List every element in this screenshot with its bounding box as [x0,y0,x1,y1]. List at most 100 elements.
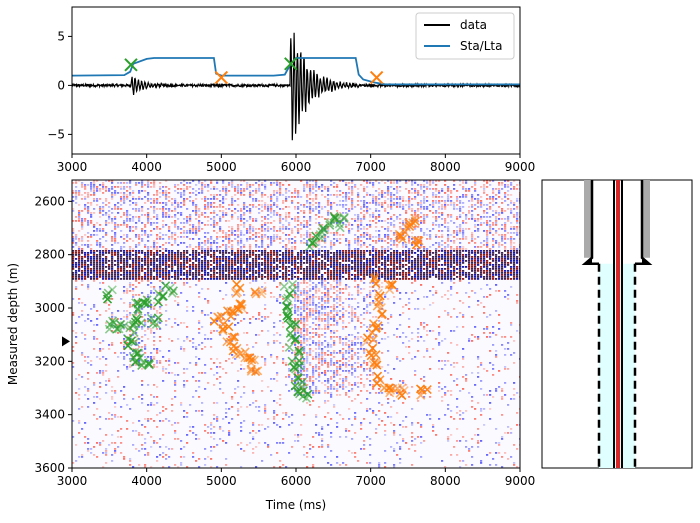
heatmap-cell [333,264,335,266]
heatmap-cell [222,216,224,218]
heatmap-cell [471,240,473,242]
heatmap-cell [291,192,293,194]
heatmap-cell [402,242,404,244]
heatmap-cell [486,260,488,262]
heatmap-cell [84,234,86,236]
heatmap-cell [285,238,287,240]
heatmap-cell [132,192,134,194]
heatmap-cell [183,198,185,200]
heatmap-cell [348,196,350,198]
heatmap-cell [168,228,170,230]
heatmap-cell [459,272,461,274]
heatmap-cell [87,210,89,212]
heatmap-cell [93,272,95,274]
heatmap-cell [237,204,239,206]
heatmap-cell [111,272,113,274]
heatmap-cell [168,256,170,258]
heatmap-cell [135,286,137,288]
heatmap-cell [267,214,269,216]
heatmap-cell [318,276,320,278]
heatmap-cell [273,238,275,240]
heatmap-cell [381,252,383,254]
heatmap-cell [282,262,284,264]
heatmap-cell [252,268,254,270]
heatmap-cell [360,288,362,290]
heatmap-cell [435,290,437,292]
heatmap-cell [219,190,221,192]
heatmap-cell [288,238,290,240]
heatmap-cell [219,268,221,270]
heatmap-cell [384,296,386,298]
heatmap-cell [360,200,362,202]
heatmap-cell [495,266,497,268]
heatmap-cell [99,282,101,284]
heatmap-cell [276,238,278,240]
heatmap-cell [87,254,89,256]
heatmap-cell [261,270,263,272]
heatmap-cell [273,252,275,254]
heatmap-cell [153,198,155,200]
heatmap-cell [108,190,110,192]
heatmap-cell [129,284,131,286]
heatmap-cell [288,196,290,198]
heatmap-cell [201,186,203,188]
heatmap-cell [516,300,518,302]
heatmap-cell [465,248,467,250]
heatmap-cell [297,290,299,292]
heatmap-cell [210,274,212,276]
heatmap-cell [123,278,125,280]
heatmap-cell [330,278,332,280]
heatmap-cell [276,192,278,194]
heatmap-cell [276,272,278,274]
heatmap-cell [285,218,287,220]
heatmap-cell [450,258,452,260]
heatmap-cell [357,214,359,216]
heatmap-cell [456,238,458,240]
heatmap-cell [285,274,287,276]
heatmap-cell [492,266,494,268]
heatmap-cell [336,270,338,272]
heatmap-cell [210,194,212,196]
heatmap-cell [147,214,149,216]
heatmap-cell [309,202,311,204]
heatmap-cell [222,206,224,208]
heatmap-cell [411,282,413,284]
heatmap-cell [447,298,449,300]
heatmap-cell [282,208,284,210]
heatmap-cell [240,184,242,186]
heatmap-cell [264,264,266,266]
heatmap-cell [225,278,227,280]
heatmap-cell [267,210,269,212]
heatmap-cell [108,278,110,280]
heatmap-cell [189,266,191,268]
heatmap-cell [294,306,296,308]
heatmap-cell [336,250,338,252]
heatmap-cell [480,276,482,278]
heatmap-cell [297,224,299,226]
heatmap-cell [216,272,218,274]
heatmap-cell [438,202,440,204]
heatmap-cell [372,290,374,292]
heatmap-cell [84,218,86,220]
heatmap-cell [108,188,110,190]
heatmap-cell [243,190,245,192]
heatmap-cell [108,266,110,268]
heatmap-cell [420,202,422,204]
heatmap-cell [153,262,155,264]
heatmap-cell [489,220,491,222]
heatmap-cell [195,212,197,214]
heatmap-cell [90,252,92,254]
heatmap-cell [393,204,395,206]
heatmap-cell [321,206,323,208]
heatmap-cell [75,286,77,288]
heatmap-cell [300,234,302,236]
heatmap-cell [306,318,308,320]
heatmap-cell [474,238,476,240]
heatmap-cell [150,258,152,260]
heatmap-cell [369,236,371,238]
heatmap-cell [180,182,182,184]
heatmap-cell [270,204,272,206]
heatmap-cell [339,298,341,300]
heatmap-cell [282,276,284,278]
heatmap-cell [477,256,479,258]
